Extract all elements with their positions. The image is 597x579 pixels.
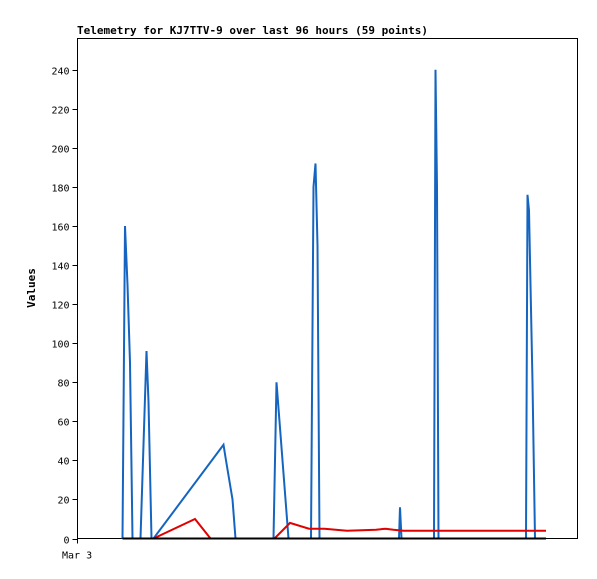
y-tick-label: 200 (51, 145, 69, 156)
y-tick-label: 180 (51, 184, 69, 195)
x-tick-label: Mar 3 (62, 551, 92, 562)
plot-area (77, 38, 578, 539)
chart-title: Telemetry for KJ7TTV-9 over last 96 hour… (77, 24, 428, 37)
y-tick-label: 240 (51, 67, 69, 78)
y-tick-label: 60 (57, 418, 69, 429)
series-line-1 (121, 69, 538, 540)
y-tick-label: 80 (57, 379, 69, 390)
y-tick-label: 220 (51, 106, 69, 117)
series-layer (121, 69, 546, 540)
y-tick-label: 20 (57, 496, 69, 507)
y-tick-label: 0 (63, 536, 69, 547)
y-axis: 0 20 40 60 80 100 120 140 160 180 200 220 240 (51, 67, 78, 547)
y-tick-label: 160 (51, 223, 69, 234)
series-line-2 (122, 517, 546, 540)
y-axis-label: Values (25, 268, 38, 308)
y-tick-label: 120 (51, 301, 69, 312)
y-tick-label: 100 (51, 340, 69, 351)
y-tick-label: 40 (57, 457, 69, 468)
x-axis: Mar 3 (62, 538, 92, 562)
y-tick-label: 140 (51, 262, 69, 273)
